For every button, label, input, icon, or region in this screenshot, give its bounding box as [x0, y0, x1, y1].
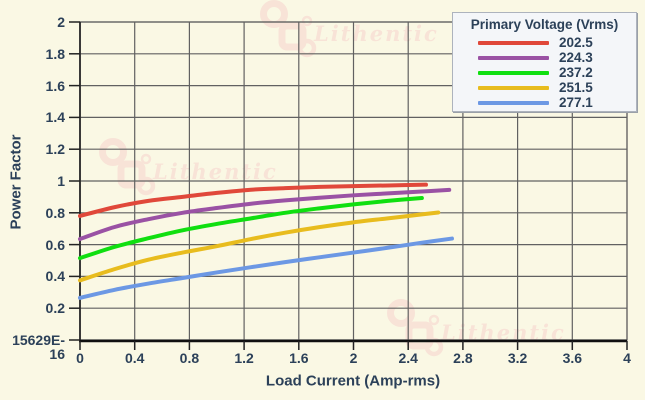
y-tick-label: 1.4	[45, 109, 65, 126]
watermark-logo-small-ring-icon	[136, 176, 156, 196]
watermark-logo-dot-icon	[301, 15, 313, 27]
x-axis-title: Load Current (Amp-rms)	[265, 372, 441, 390]
legend-item-202.5: 202.5	[453, 35, 636, 50]
x-tick-label: 1.6	[289, 350, 309, 366]
x-tick-label: 1.2	[234, 350, 254, 366]
y-tick-label: 2	[57, 14, 65, 30]
legend-item-label: 237.2	[559, 65, 593, 80]
y-tick-label: 1.2	[45, 141, 65, 158]
legend-item-224.3: 224.3	[453, 50, 636, 65]
legend-line-swatch	[478, 55, 549, 60]
y-tick-label: 0.2	[45, 300, 65, 317]
watermark-logo-small-ring-icon	[297, 38, 317, 58]
legend-item-label: 251.5	[559, 80, 593, 95]
legend-items: 202.5 224.3 237.2 251.5 277.1	[453, 35, 636, 110]
legend-line-swatch	[478, 100, 549, 105]
legend-item-237.2: 237.2	[453, 65, 636, 80]
x-tick-label: 0.4	[124, 350, 145, 366]
legend-line-swatch	[478, 40, 549, 45]
x-tick-label: 3.2	[507, 350, 528, 366]
y-tick-label: 1.8	[45, 45, 65, 62]
legend-item-label: 202.5	[559, 35, 593, 50]
x-tick-label: 2.4	[398, 350, 418, 366]
x-tick-label: 4	[623, 350, 631, 366]
legend-item-251.5: 251.5	[453, 80, 636, 95]
x-tick-label: 2	[349, 350, 358, 366]
watermark-logo-square-icon	[117, 160, 146, 189]
legend-item-label: 277.1	[559, 95, 593, 110]
watermark-logo-dot-icon	[140, 153, 152, 165]
y-tick-label: 0.6	[45, 236, 65, 253]
legend-line-swatch	[478, 85, 549, 90]
x-tick-label: 3.6	[562, 350, 583, 366]
legend-item-277.1: 277.1	[453, 95, 636, 110]
y-axis-title: Power Factor	[7, 134, 25, 230]
watermark-text: Lithentic	[152, 159, 278, 184]
watermark-text: Lithentic	[313, 21, 439, 46]
legend-title: Primary Voltage (Vrms)	[470, 17, 619, 32]
watermark-logo-dot-icon	[428, 314, 440, 326]
watermark-logo-ring-icon	[387, 299, 415, 327]
legend-box: Primary Voltage (Vrms) 202.5 224.3 237.2 25…	[452, 12, 637, 112]
y-tick-label: 0.4	[45, 268, 65, 285]
x-tick-label: 0	[76, 350, 84, 366]
curve-237.2	[78, 196, 424, 261]
watermark-logo-ring-icon	[99, 138, 127, 166]
watermark-logo-ring-icon	[260, 0, 288, 28]
y-tick-label: 1.6	[45, 77, 65, 94]
y-tick-label: 0.8	[45, 204, 65, 221]
curve-224.3	[78, 187, 452, 242]
curve-277.1	[78, 236, 454, 300]
x-tick-label: 2.8	[453, 350, 473, 366]
curve-251.5	[78, 210, 441, 283]
curve-202.5	[78, 182, 428, 218]
x-tick-label: 0.8	[179, 350, 200, 366]
y-tick-label: 1	[57, 173, 65, 189]
y-tick-label: 15629E-16	[12, 332, 65, 362]
legend-line-swatch	[478, 70, 549, 75]
watermark-logo-square-icon	[405, 321, 434, 350]
watermark-logo-square-icon	[278, 22, 307, 51]
legend-item-label: 224.3	[559, 50, 593, 65]
